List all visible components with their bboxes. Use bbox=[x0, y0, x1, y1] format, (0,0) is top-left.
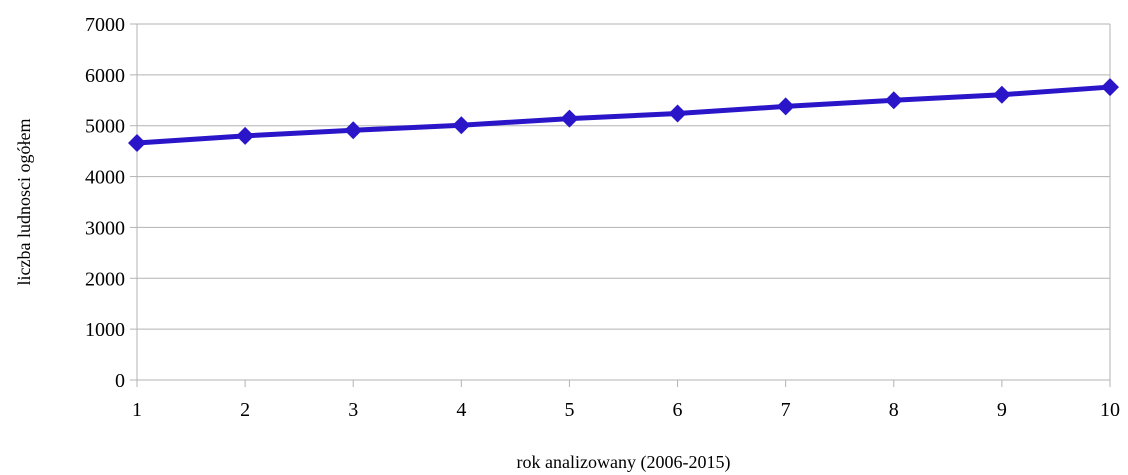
y-tick-label: 3000 bbox=[85, 217, 125, 239]
x-tick-labels: 1 2 3 4 5 6 7 8 9 10 bbox=[132, 380, 1120, 421]
x-tick-label: 6 bbox=[673, 399, 683, 421]
y-tick-label: 1000 bbox=[85, 319, 125, 341]
data-point-marker bbox=[668, 104, 687, 123]
data-point-marker bbox=[1101, 78, 1119, 97]
y-tick-label: 4000 bbox=[85, 167, 125, 189]
x-tick-label: 10 bbox=[1100, 399, 1120, 421]
data-point-marker bbox=[992, 85, 1011, 104]
y-tick-label: 5000 bbox=[85, 116, 125, 138]
data-point-marker bbox=[236, 126, 255, 145]
x-tick-label: 7 bbox=[781, 399, 791, 421]
y-tick-label: 2000 bbox=[85, 268, 125, 290]
y-axis-title: liczba ludnosci ogółem bbox=[14, 119, 34, 286]
y-tick-label: 7000 bbox=[85, 14, 125, 36]
x-tick-label: 4 bbox=[456, 399, 466, 421]
x-tick-label: 9 bbox=[997, 399, 1007, 421]
x-axis-title: rok analizowany (2006-2015) bbox=[517, 452, 731, 473]
x-tick-label: 5 bbox=[564, 399, 574, 421]
x-tick-label: 2 bbox=[240, 399, 250, 421]
x-tick-label: 3 bbox=[348, 399, 358, 421]
data-point-marker bbox=[776, 97, 795, 116]
data-point-marker bbox=[344, 121, 363, 140]
y-tick-label: 6000 bbox=[85, 65, 125, 87]
x-tick-label: 1 bbox=[132, 399, 142, 421]
data-point-marker bbox=[452, 116, 471, 135]
axes bbox=[136, 24, 1111, 381]
grid bbox=[137, 23, 1110, 330]
y-tick-labels: 0 1000 2000 3000 4000 5000 6000 7000 bbox=[85, 14, 137, 392]
data-point-marker bbox=[884, 91, 903, 110]
data-point-marker bbox=[560, 109, 579, 128]
series bbox=[128, 78, 1119, 153]
x-tick-label: 8 bbox=[889, 399, 899, 421]
data-point-marker bbox=[128, 134, 146, 153]
series-line bbox=[134, 84, 1113, 146]
y-tick-label: 0 bbox=[115, 370, 125, 392]
